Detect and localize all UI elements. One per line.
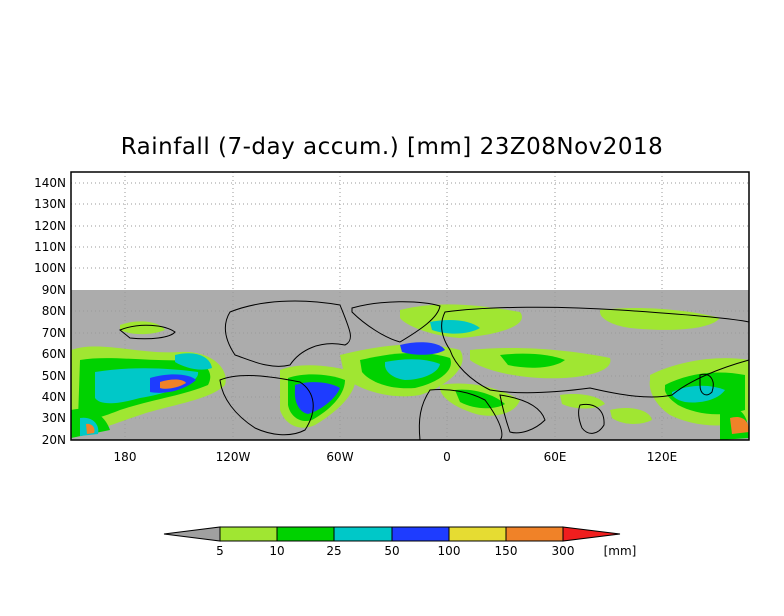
lat-label: 90N — [42, 283, 66, 297]
lon-label: 180 — [114, 450, 137, 464]
colorbar-tick: 100 — [438, 544, 461, 558]
lat-label: 60N — [42, 347, 66, 361]
lat-label: 140N — [34, 176, 66, 190]
colorbar-swatch-150-300 — [505, 526, 564, 542]
lat-label: 130N — [34, 197, 66, 211]
colorbar — [163, 526, 621, 542]
colorbar-tick: 150 — [495, 544, 518, 558]
lon-label: 60W — [326, 450, 353, 464]
longitude-axis: 180 120W 60W 0 60E 120E — [114, 450, 678, 464]
lat-label: 20N — [42, 433, 66, 447]
lon-label: 60E — [544, 450, 567, 464]
lat-label: 120N — [34, 219, 66, 233]
lat-label: 40N — [42, 390, 66, 404]
colorbar-unit: [mm] — [604, 544, 637, 558]
colorbar-labels: 5 10 25 50 100 150 300 [mm] — [216, 544, 636, 558]
colorbar-tick: 5 — [216, 544, 224, 558]
map-frame — [70, 171, 750, 441]
lat-label: 50N — [42, 369, 66, 383]
lon-label: 120W — [216, 450, 251, 464]
colorbar-swatch-5-10 — [219, 526, 278, 542]
colorbar-swatch-25-50 — [333, 526, 393, 542]
colorbar-tick: 25 — [326, 544, 341, 558]
colorbar-tick: 300 — [552, 544, 575, 558]
lon-label: 0 — [443, 450, 451, 464]
lon-label: 120E — [647, 450, 678, 464]
latitude-axis: 140N 130N 120N 110N 100N 90N 80N 70N 60N… — [34, 176, 66, 447]
lat-label: 100N — [34, 261, 66, 275]
colorbar-below-swatch — [163, 526, 221, 542]
lat-label: 70N — [42, 326, 66, 340]
colorbar-swatch-50-100 — [391, 526, 450, 542]
coastlines — [119, 300, 750, 441]
colorbar-swatch-10-25 — [276, 526, 335, 542]
colorbar-tick: 10 — [269, 544, 284, 558]
colorbar-tick: 50 — [384, 544, 399, 558]
chart-title: Rainfall (7-day accum.) [mm] 23Z08Nov201… — [120, 134, 664, 160]
colorbar-above-swatch — [562, 526, 621, 542]
colorbar-swatch-100-150 — [448, 526, 507, 542]
lat-label: 110N — [34, 240, 66, 254]
lat-label: 30N — [42, 411, 66, 425]
rainfall-field — [71, 304, 749, 440]
lat-label: 80N — [42, 304, 66, 318]
